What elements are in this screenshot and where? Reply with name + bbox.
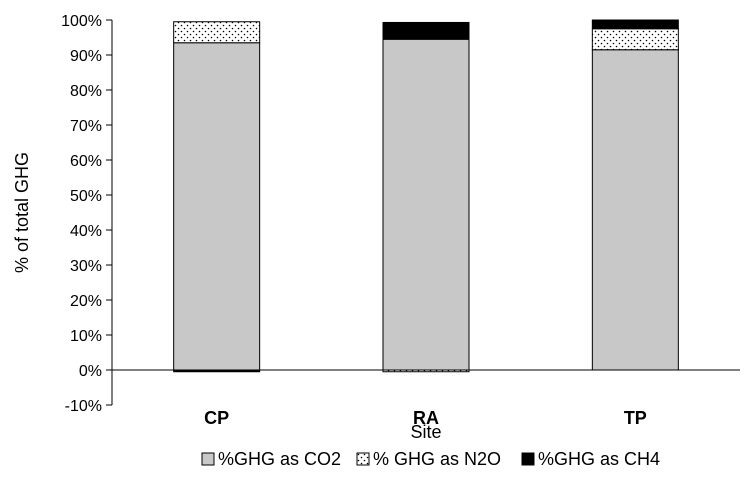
category-label: TP (624, 408, 647, 428)
category-label: RA (413, 408, 439, 428)
legend-swatch (356, 452, 370, 466)
bar-ra-series-0 (382, 38, 470, 371)
y-tick-label: 70% (70, 118, 102, 135)
y-tick-label: 90% (70, 48, 102, 65)
y-tick-label: 50% (70, 188, 102, 205)
y-tick-label: 30% (70, 258, 102, 275)
bar-ra-series-2 (382, 21, 470, 40)
y-tick-label: 0% (79, 363, 102, 380)
bar-tp-series-0 (591, 49, 679, 371)
bars-layer (173, 19, 679, 373)
x-axis-category-labels: CP RA TP (204, 408, 647, 428)
legend: %GHG as CO2 % GHG as N2O %GHG as CH4 (201, 449, 660, 469)
y-tick-label: 80% (70, 83, 102, 100)
legend-swatch (201, 452, 215, 466)
legend-label: % GHG as N2O (373, 449, 501, 469)
category-label: CP (204, 408, 229, 428)
y-tick-label: -10% (65, 398, 102, 415)
y-tick-label: 10% (70, 328, 102, 345)
legend-label: %GHG as CO2 (218, 449, 341, 469)
legend-label: %GHG as CH4 (538, 449, 660, 469)
legend-swatch (521, 452, 535, 466)
y-axis-ticks: -10% 0% 10% 20% 30% 40% 50% 60% 70% 80% 90% 100% (61, 13, 112, 415)
x-axis-title: Site (410, 422, 441, 442)
bar-cp-series-1 (173, 21, 261, 44)
y-tick-label: 60% (70, 153, 102, 170)
y-tick-label: 40% (70, 223, 102, 240)
y-tick-label: 20% (70, 293, 102, 310)
y-axis-title: % of total GHG (12, 152, 32, 273)
bar-cp-series-0 (173, 42, 261, 371)
bar-tp-series-2 (591, 19, 679, 30)
y-tick-label: 100% (61, 13, 102, 30)
bar-tp-series-1 (591, 28, 679, 51)
